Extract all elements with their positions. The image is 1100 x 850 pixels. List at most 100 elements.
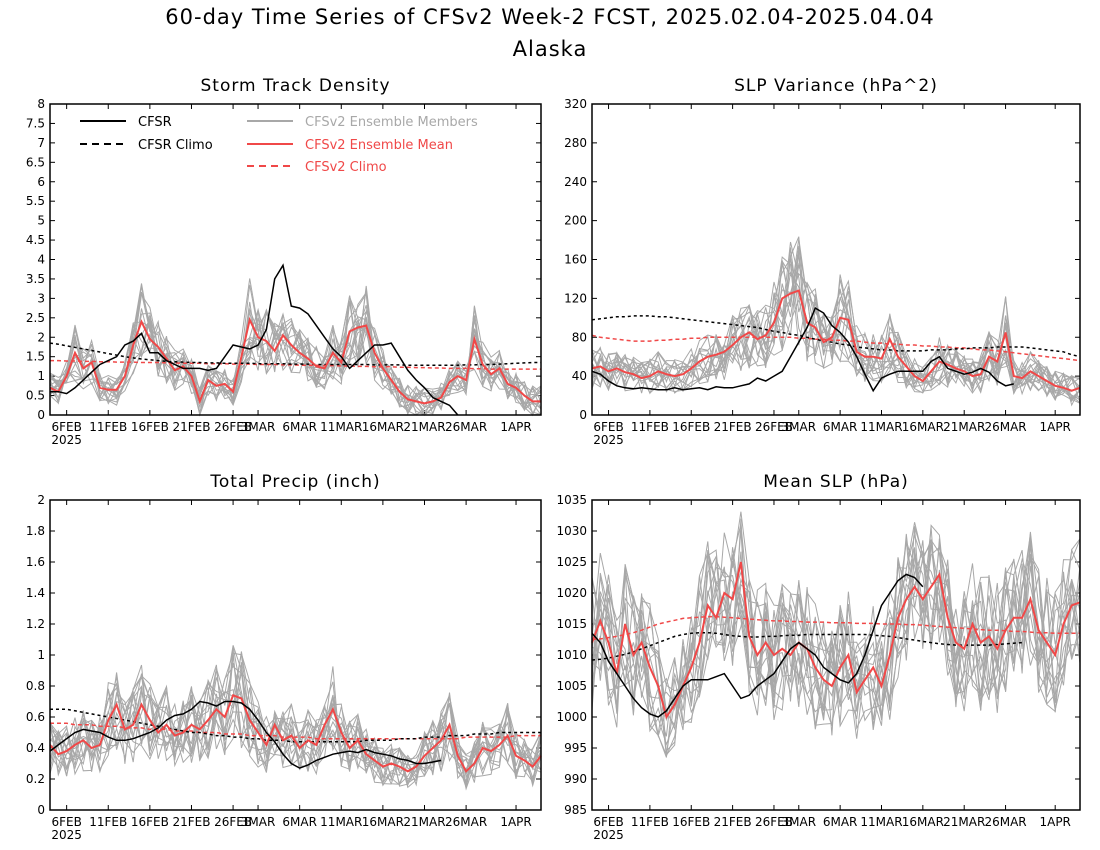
x-tick-label: 11MAR [320,815,362,829]
y-tick-label: 1.8 [26,524,45,538]
ensemble-member-line [49,680,542,781]
cfsr-line [49,700,442,769]
ensemble-member-line [49,291,542,414]
panel-title: SLP Variance (hPa^2) [734,76,938,96]
x-tick-label: 26FEB [214,420,252,434]
ensemble-member-line [591,541,1081,757]
y-tick-label: 1010 [556,648,587,662]
x-year-label: 2025 [593,433,624,447]
x-tick-label: 11FEB [89,420,127,434]
plot-frame [49,499,542,811]
y-tick-label: 1035 [556,493,587,507]
y-tick-label: 5.5 [26,194,45,208]
cfsr-line [50,263,459,416]
ensemble-member-line [49,308,542,416]
legend-cfsv2-climo-label: CFSv2 Climo [305,160,387,175]
y-tick-label: 0.8 [26,679,45,693]
ensemble-member-line [49,295,542,417]
panel-title: Total Precip (inch) [209,472,380,492]
ensemble-member-line [49,292,542,415]
y-tick-label: 1020 [556,586,587,600]
panel-title: Mean SLP (hPa) [763,472,909,492]
legend-ens-mean-label: CFSv2 Ensemble Mean [305,138,453,153]
y-tick-label: 2 [37,330,45,344]
ensemble-member-line [591,534,1081,722]
y-tick-label: 40 [572,369,587,383]
cfsr-climo-line [49,342,541,366]
x-tick-label: 16MAR [902,420,944,434]
ensemble-mean-line [49,316,541,405]
x-tick-label: 3MAR [782,420,817,434]
y-tick-label: 7.5 [26,116,45,130]
x-tick-label: 26FEB [755,420,793,434]
plot-frame [591,103,1081,416]
x-tick-label: 26FEB [755,815,793,829]
y-tick-label: 1.5 [26,350,45,364]
cfsr-climo-line [591,631,1023,661]
y-tick-label: 1 [37,648,45,662]
y-tick-label: 0.6 [26,710,45,724]
x-tick-label: 3MAR [782,815,817,829]
x-tick-label: 21MAR [403,420,445,434]
cfsv2-climo-line [50,722,541,740]
cfsr-climo-line [591,315,1081,358]
ensemble-mean-line [49,694,542,773]
y-tick-label: 0 [37,803,45,817]
y-tick-label: 1 [37,369,45,383]
ensemble-member-line [49,295,542,416]
y-tick-label: 3.5 [26,272,45,286]
y-tick-label: 2 [37,493,45,507]
x-tick-label: 26MAR [984,420,1026,434]
x-tick-label: 21MAR [943,815,985,829]
y-tick-label: 8 [37,97,45,111]
x-tick-label: 16FEB [672,420,710,434]
x-tick-label: 26MAR [445,815,487,829]
ensemble-member-line [49,673,542,790]
y-tick-label: 120 [564,291,587,305]
x-tick-label: 21FEB [714,420,752,434]
y-tick-label: 240 [564,175,587,189]
x-tick-label: 6MAR [282,815,317,829]
y-tick-label: 1000 [556,710,587,724]
y-tick-label: 0.4 [26,741,45,755]
x-tick-label: 11MAR [320,420,362,434]
plot-frame [49,103,542,416]
panel-title: Storm Track Density [200,76,390,96]
x-year-label: 2025 [51,828,82,842]
cfsv2-climo-line [591,334,1081,362]
x-tick-label: 21FEB [172,420,210,434]
y-tick-label: 1030 [556,524,587,538]
y-tick-label: 1.4 [26,586,45,600]
x-tick-label: 11FEB [631,420,669,434]
ensemble-member-line [591,271,1081,401]
figure-title: 60-day Time Series of CFSv2 Week-2 FCST,… [165,5,935,29]
ensemble-member-line [49,301,542,417]
y-tick-label: 0 [579,408,587,422]
x-tick-label: 1APR [500,815,531,829]
x-tick-label: 16FEB [672,815,710,829]
ensemble-member-line [591,538,1081,726]
x-tick-label: 26MAR [445,420,487,434]
x-tick-label: 16MAR [362,420,404,434]
figure-subtitle: Alaska [512,37,588,61]
x-tick-label: 3MAR [241,420,276,434]
y-tick-label: 990 [564,772,587,786]
x-tick-label: 21FEB [714,815,752,829]
y-tick-label: 1.2 [26,617,45,631]
ensemble-mean-line [591,289,1081,392]
plot-frame [591,499,1081,811]
y-tick-label: 320 [564,97,587,111]
ensemble-member-line [49,672,542,787]
x-tick-label: 6FEB [593,815,623,829]
x-tick-label: 21FEB [172,815,210,829]
x-tick-label: 11MAR [860,420,902,434]
y-tick-label: 4.5 [26,233,45,247]
x-tick-label: 11FEB [631,815,669,829]
x-year-label: 2025 [51,433,82,447]
y-tick-label: 280 [564,136,587,150]
y-tick-label: 985 [564,803,587,817]
ensemble-member-line [591,524,1081,731]
x-tick-label: 26FEB [214,815,252,829]
y-tick-label: 80 [572,330,587,344]
y-tick-label: 6 [37,175,45,189]
